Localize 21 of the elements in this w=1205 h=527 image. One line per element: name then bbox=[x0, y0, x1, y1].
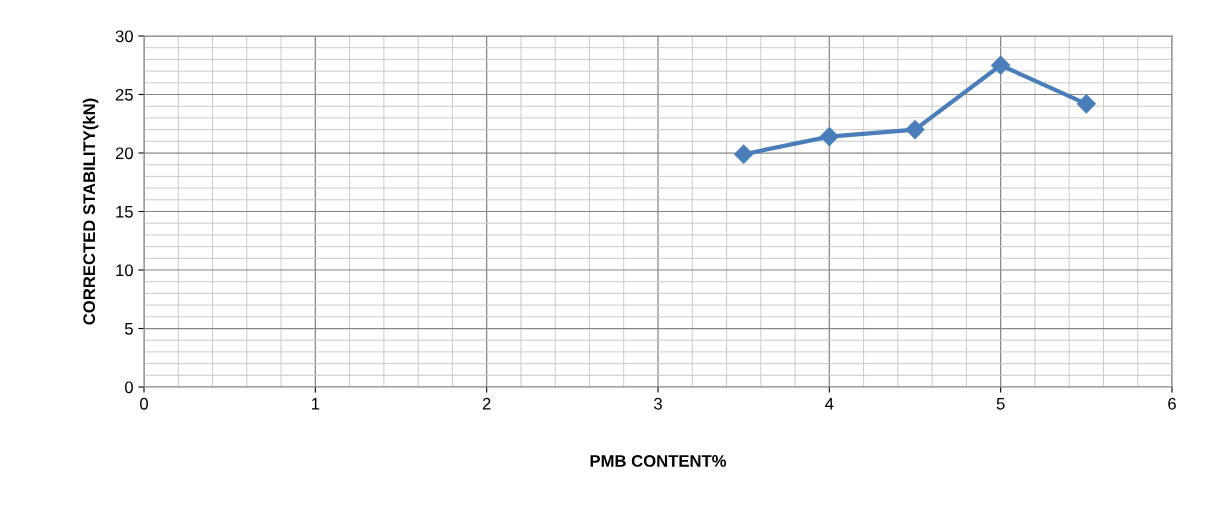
y-tick-label: 30 bbox=[115, 30, 133, 43]
y-axis-title: CORRECTED STABILITY(kN) bbox=[82, 98, 99, 325]
y-tick-label: 15 bbox=[116, 206, 133, 218]
y-tick-label: 20 bbox=[115, 147, 133, 160]
x-tick-label: 0 bbox=[140, 397, 148, 410]
y-tick-label: 10 bbox=[116, 264, 133, 277]
y-tick-label: 5 bbox=[124, 323, 133, 335]
point bbox=[1076, 94, 1096, 114]
point bbox=[819, 127, 839, 147]
point bbox=[734, 144, 754, 164]
x-tick-label: 6 bbox=[1168, 397, 1176, 410]
x-tick-label: 4 bbox=[825, 398, 834, 410]
y-tick-label: 0 bbox=[124, 381, 133, 394]
x-tick-label: 2 bbox=[482, 397, 491, 410]
point bbox=[905, 120, 925, 140]
point bbox=[991, 55, 1011, 75]
x-tick-label: 1 bbox=[311, 398, 320, 410]
x-axis-title: PMB CONTENT% bbox=[590, 455, 727, 467]
x-tick-label: 5 bbox=[996, 398, 1005, 410]
x-tick-label: 3 bbox=[654, 397, 662, 410]
y-tick-label: 25 bbox=[115, 88, 133, 101]
